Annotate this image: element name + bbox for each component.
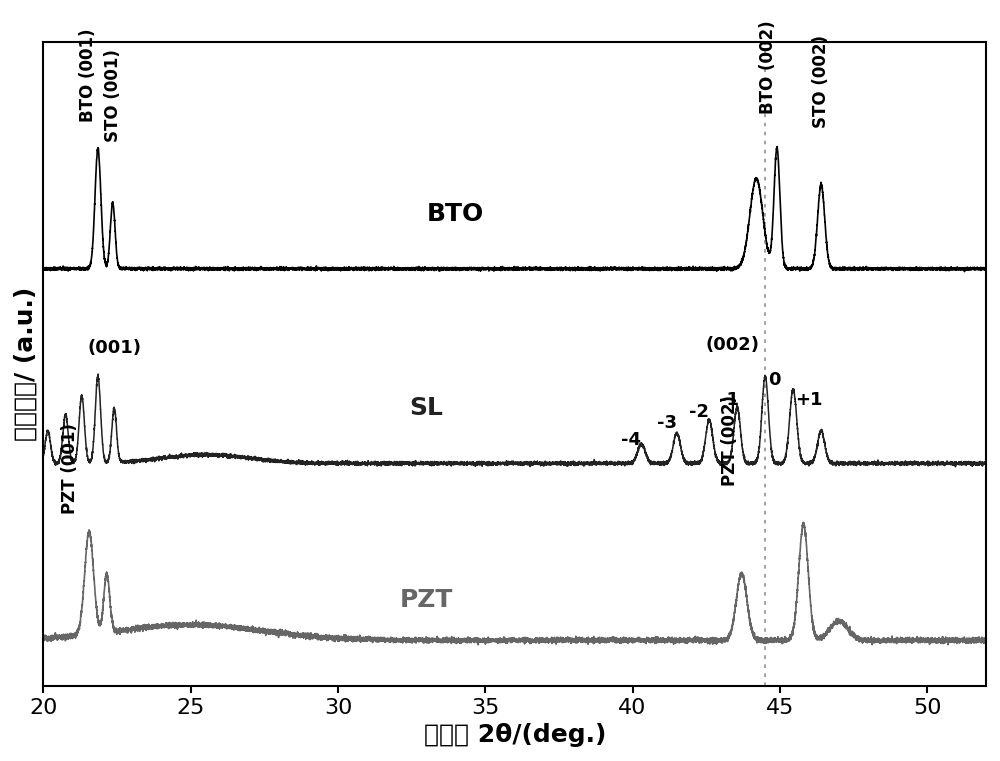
Text: (001): (001) <box>88 339 142 357</box>
Text: PZT (002): PZT (002) <box>721 395 739 486</box>
Text: BTO (002): BTO (002) <box>759 21 777 114</box>
Text: -1: -1 <box>719 391 739 409</box>
Text: STO (002): STO (002) <box>812 35 830 128</box>
Text: PZT (001): PZT (001) <box>61 423 79 514</box>
Y-axis label: 衍射强度/ (a.u.): 衍射强度/ (a.u.) <box>14 287 38 441</box>
Text: STO (001): STO (001) <box>104 49 122 142</box>
Text: -4: -4 <box>621 431 641 449</box>
Text: SL: SL <box>409 396 443 420</box>
Text: BTO (001): BTO (001) <box>79 29 97 123</box>
Text: (002): (002) <box>705 336 759 354</box>
Text: 0: 0 <box>768 371 781 389</box>
Text: BTO: BTO <box>427 202 484 226</box>
Text: -3: -3 <box>657 414 677 432</box>
X-axis label: 衍射角 2θ/(deg.): 衍射角 2θ/(deg.) <box>424 723 606 747</box>
Text: PZT: PZT <box>400 588 453 612</box>
Text: +1: +1 <box>795 391 822 409</box>
Text: -2: -2 <box>689 403 709 421</box>
